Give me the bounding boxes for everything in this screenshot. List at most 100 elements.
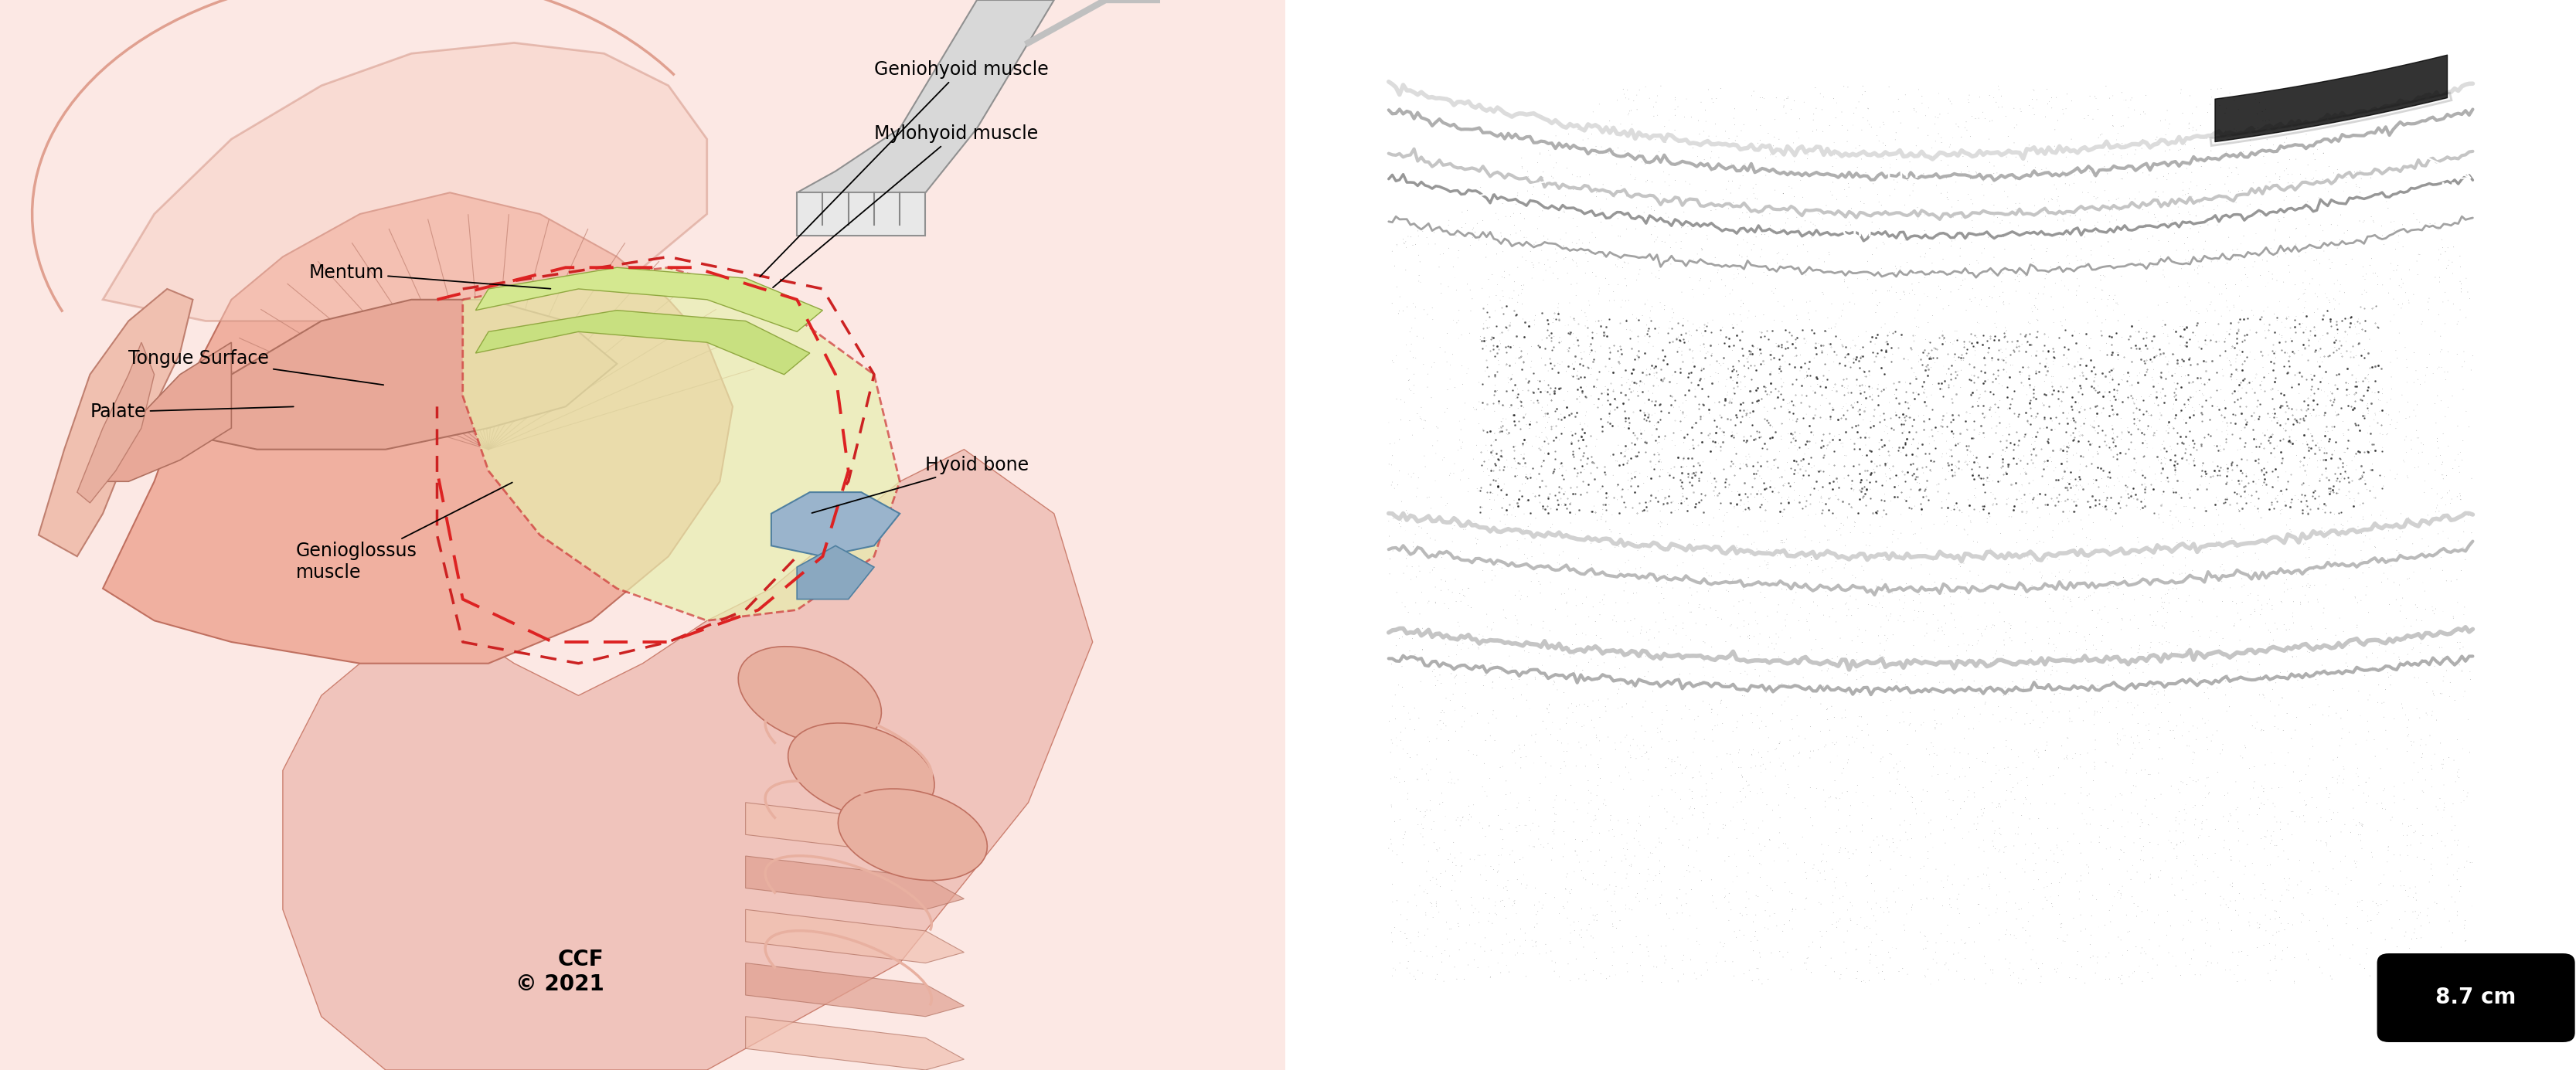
Point [1625,744,1667,761]
Point [2045,175,2087,193]
Point [1579,286,1620,303]
Point [2218,605,2259,622]
Point [1754,740,1795,758]
Point [1427,325,1468,342]
Point [1577,950,1618,967]
Point [1680,319,1721,336]
Point [2357,268,2398,285]
Point [2210,302,2251,319]
Point [1947,122,1989,139]
Point [1955,339,1996,356]
Point [1736,615,1777,632]
Point [1896,448,1937,465]
Point [1535,792,1577,809]
Point [1618,737,1659,754]
Point [2396,596,2437,613]
Point [2342,817,2383,835]
Point [2421,467,2463,484]
Point [1728,777,1770,794]
Point [1950,651,1991,668]
Point [2195,334,2236,351]
Point [1607,764,1649,781]
Point [1427,774,1468,791]
Point [1795,630,1837,647]
Point [1685,319,1726,336]
Point [1811,569,1852,586]
Point [1747,970,1788,988]
Point [1958,393,1999,410]
Point [1432,346,1473,363]
Point [1978,376,2020,393]
Point [2177,771,2218,789]
Point [1960,625,2002,642]
Point [2043,587,2084,605]
Point [1728,303,1770,320]
Point [1734,661,1775,678]
Point [2012,692,2053,709]
Point [2272,422,2313,439]
Point [2071,602,2112,620]
Point [2148,581,2190,598]
Point [2027,736,2069,753]
Point [2300,216,2342,233]
Point [1814,318,1855,335]
Point [1960,226,2002,243]
Point [1953,933,1994,950]
Point [2357,904,2398,921]
Point [2097,470,2138,487]
Point [1731,760,1772,777]
Point [1399,606,1440,623]
Point [2143,620,2184,637]
Point [1592,612,1633,629]
Point [2416,825,2458,842]
Point [1466,637,1507,654]
Point [2197,572,2239,590]
Point [1847,727,1888,744]
Point [1479,325,1520,342]
Point [2370,391,2411,408]
Point [1978,549,2020,566]
Point [1481,228,1522,245]
Point [2179,250,2221,268]
Point [1471,446,1512,463]
Point [2398,429,2439,446]
Point [2362,794,2403,811]
Point [2169,737,2210,754]
Point [2244,796,2285,813]
Point [2143,261,2184,278]
Point [2251,927,2293,944]
Point [1458,639,1499,656]
Point [2058,482,2099,499]
Point [2411,856,2452,873]
Point [1862,571,1904,588]
Point [2197,869,2239,886]
Point [2058,353,2099,370]
Point [2138,251,2179,269]
Point [1821,966,1862,983]
Point [1584,141,1625,158]
Point [1412,311,1453,328]
Point [1904,207,1945,224]
Point [1947,720,1989,737]
Point [1914,432,1955,449]
Point [2269,263,2311,280]
Point [1744,90,1785,107]
Point [1399,563,1440,580]
Point [1512,338,1553,355]
Point [1497,293,1538,310]
Point [2071,416,2112,433]
Point [2035,275,2076,292]
Point [1814,887,1855,904]
Point [1528,251,1569,269]
Point [1994,134,2035,151]
Point [1613,731,1654,748]
Point [1638,829,1680,846]
Point [2025,742,2066,759]
Point [1476,863,1517,881]
Point [2166,185,2208,202]
Point [1533,327,1574,345]
Point [2236,105,2277,122]
Point [2380,862,2421,880]
Point [1927,105,1968,122]
Point [2097,345,2138,362]
